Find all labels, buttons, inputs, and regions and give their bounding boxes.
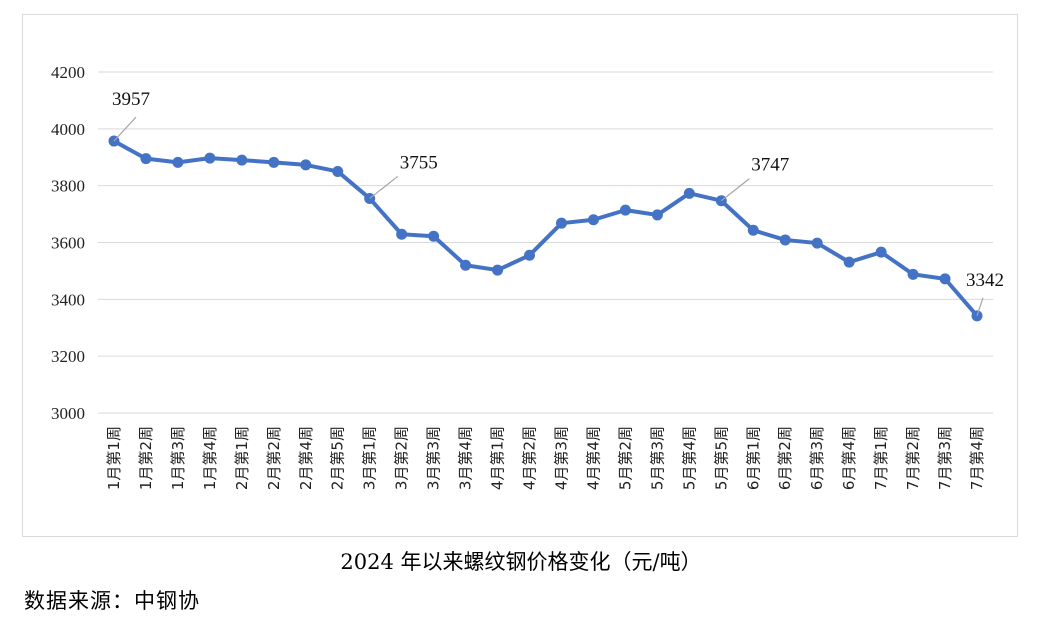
data-annotations: 3957 3755 3747 3342 — [112, 89, 1004, 317]
chart-title: 2024 年以来螺纹钢价格变化（元/吨） — [340, 550, 702, 574]
data-point — [587, 214, 599, 226]
y-tick-label: 3800 — [51, 177, 85, 196]
data-point — [332, 165, 344, 177]
series-line — [111, 139, 980, 318]
y-axis-ticks: 3000 3200 3400 3600 3800 4000 4200 — [51, 63, 85, 423]
x-tick-label: 4月第1周 — [489, 426, 507, 490]
x-tick-label: 5月第4周 — [680, 426, 698, 490]
y-tick-label: 3400 — [51, 290, 85, 309]
x-tick-label: 1月第4周 — [201, 426, 219, 490]
annotation-leader — [113, 116, 137, 142]
x-tick-label: 2月第4周 — [297, 426, 315, 490]
data-label: 3755 — [400, 152, 438, 173]
x-tick-label: 3月第1周 — [361, 426, 379, 490]
data-point — [236, 154, 248, 166]
data-point — [268, 156, 280, 168]
data-label: 3342 — [966, 270, 1004, 291]
x-tick-label: 6月第4周 — [840, 426, 858, 490]
x-tick-label: 2月第1周 — [233, 426, 251, 490]
x-tick-label: 1月第3周 — [169, 426, 187, 490]
data-point — [428, 230, 440, 242]
x-tick-label: 7月第4周 — [968, 426, 986, 490]
x-tick-label: 1月第1周 — [105, 426, 123, 490]
x-tick-label: 5月第2周 — [616, 426, 634, 490]
annotation-leader — [976, 297, 984, 317]
y-tick-label: 3200 — [51, 347, 85, 366]
data-point — [651, 209, 663, 221]
data-point — [683, 187, 695, 199]
x-tick-label: 3月第3周 — [425, 426, 443, 490]
x-tick-label: 2月第2周 — [265, 426, 283, 490]
x-tick-label: 7月第1周 — [872, 426, 890, 490]
x-tick-label: 4月第2周 — [521, 426, 539, 490]
data-source: 数据来源：中钢协 — [24, 589, 200, 613]
gridlines — [98, 71, 993, 414]
data-point — [460, 259, 472, 271]
y-tick-label: 3000 — [51, 404, 85, 423]
data-point — [524, 249, 536, 261]
x-tick-label: 2月第5周 — [329, 426, 347, 490]
x-tick-label: 6月第2周 — [776, 426, 794, 490]
x-tick-label: 5月第3周 — [648, 426, 666, 490]
data-point — [140, 153, 152, 165]
data-point — [555, 217, 567, 229]
data-point — [843, 256, 855, 268]
data-point — [907, 268, 919, 280]
data-point — [875, 246, 887, 258]
data-points — [108, 135, 983, 322]
data-point — [619, 204, 631, 216]
data-point — [172, 156, 184, 168]
x-tick-label: 4月第3周 — [552, 426, 570, 490]
x-axis-ticks: 1月第1周 1月第2周 1月第3周 1月第4周 2月第1周 2月第2周 2月第4周 2月第5周… — [105, 426, 986, 490]
data-point — [747, 224, 759, 236]
data-point — [811, 237, 823, 249]
y-tick-label: 4000 — [51, 120, 85, 139]
data-point — [779, 234, 791, 246]
x-tick-label: 7月第3周 — [936, 426, 954, 490]
data-label: 3747 — [751, 155, 789, 176]
x-tick-label: 3月第4周 — [457, 426, 475, 490]
data-point — [396, 228, 408, 240]
annotation-leader — [720, 178, 750, 202]
x-tick-label: 6月第3周 — [808, 426, 826, 490]
y-tick-label: 4200 — [51, 63, 85, 82]
data-label: 3957 — [112, 89, 150, 110]
y-tick-label: 3600 — [51, 234, 85, 253]
data-point — [204, 152, 216, 164]
x-tick-label: 3月第2周 — [393, 426, 411, 490]
x-tick-label: 6月第1周 — [744, 426, 762, 490]
x-tick-label: 1月第2周 — [137, 426, 155, 490]
x-tick-label: 4月第4周 — [584, 426, 602, 490]
data-point — [939, 273, 951, 285]
x-tick-label: 5月第5周 — [712, 426, 730, 490]
chart-frame: 3000 3200 3400 3600 3800 4000 4200 1月第1周 1月第2周 1… — [22, 14, 1018, 537]
annotation-leader — [369, 175, 399, 199]
data-point — [300, 159, 312, 171]
data-point — [492, 264, 504, 276]
x-tick-label: 7月第2周 — [904, 426, 922, 490]
